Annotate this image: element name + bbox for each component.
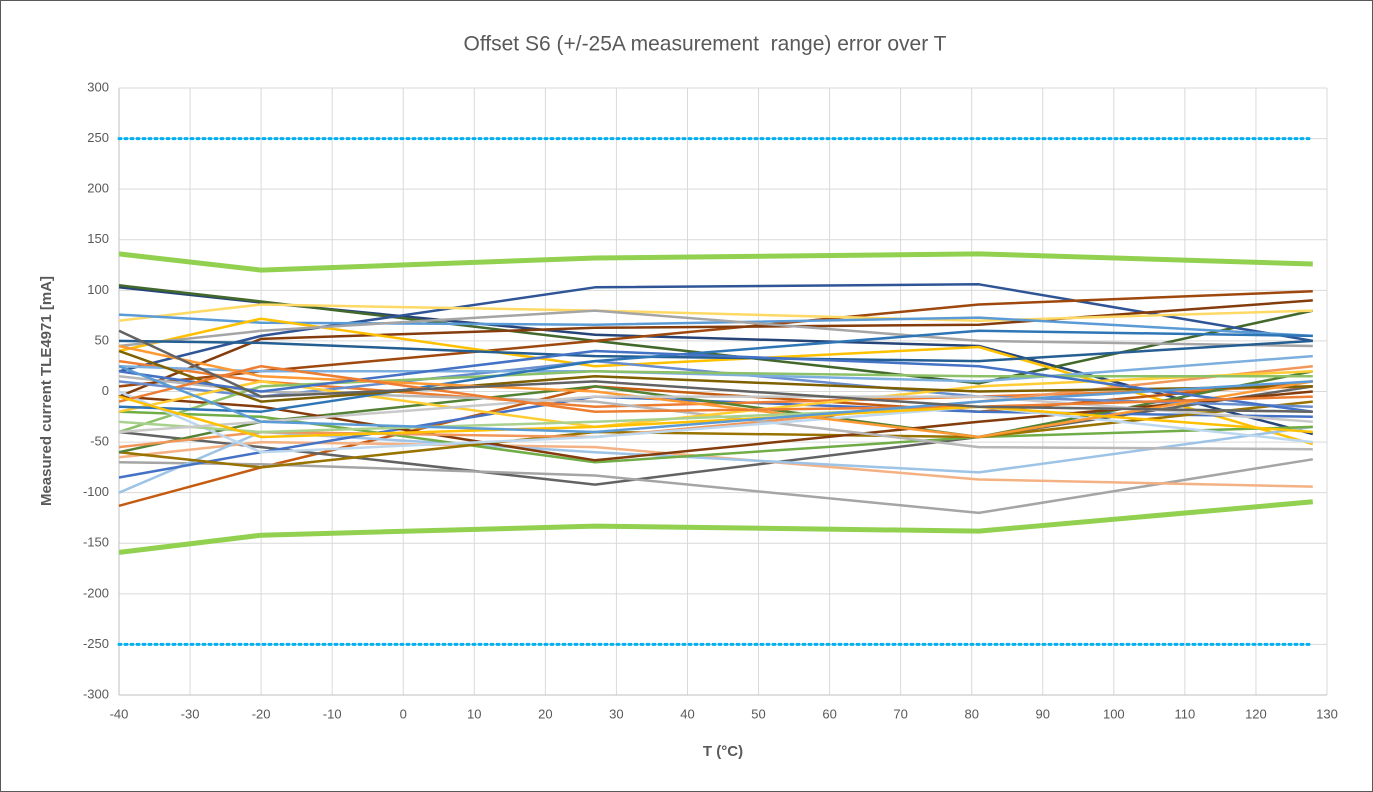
- x-tick-label: 70: [893, 706, 907, 721]
- y-tick-label: 250: [87, 130, 109, 145]
- y-tick-label: 100: [87, 282, 109, 297]
- y-tick-label: -300: [83, 686, 109, 701]
- series-line: [118, 440, 1313, 488]
- y-tick-label: 150: [87, 231, 109, 246]
- x-tick-label: 110: [1175, 706, 1196, 721]
- series-line: [118, 395, 1313, 434]
- x-tick-label: -40: [110, 706, 129, 721]
- series-line: [118, 395, 1313, 439]
- series-line: [118, 410, 1313, 464]
- x-tick-label: 10: [467, 706, 481, 721]
- x-tick-label: 30: [609, 706, 623, 721]
- x-tick-label: 60: [822, 706, 836, 721]
- y-tick-label: -50: [90, 434, 109, 449]
- x-tick-label: 80: [964, 706, 978, 721]
- series-line: [118, 364, 1313, 413]
- x-tick-label: -30: [181, 706, 200, 721]
- series-line: [118, 309, 1313, 348]
- series-line: [118, 499, 1314, 555]
- series-line: [118, 370, 1313, 434]
- series-line: [118, 349, 1313, 413]
- x-tick-label: 90: [1036, 706, 1050, 721]
- series-line: [118, 283, 1314, 373]
- series-line: [118, 339, 1313, 363]
- y-tick-label: 0: [102, 383, 109, 398]
- y-tick-label: 50: [95, 332, 109, 347]
- series-line: [118, 365, 1313, 434]
- x-tick-label: 120: [1245, 706, 1267, 721]
- y-tick-label: -100: [83, 484, 109, 499]
- x-tick-label: 0: [400, 706, 407, 721]
- x-tick-label: 20: [538, 706, 552, 721]
- series-line: [118, 425, 1313, 494]
- x-tick-label: 40: [680, 706, 694, 721]
- series-line: [118, 251, 1313, 273]
- x-tick-label: 50: [751, 706, 765, 721]
- x-tick-label: -20: [252, 706, 271, 721]
- series-line: [118, 290, 1313, 388]
- series-line: [118, 329, 1313, 413]
- y-tick-label: -200: [83, 585, 109, 600]
- series-line: [118, 458, 1313, 515]
- y-tick-label: -250: [83, 636, 109, 651]
- x-tick-label: 100: [1103, 706, 1125, 721]
- x-tick-label: 130: [1316, 706, 1338, 721]
- y-tick-label: -150: [83, 535, 109, 550]
- y-tick-label: 300: [87, 79, 109, 94]
- x-axis-title: T (°C): [703, 743, 743, 760]
- y-axis-title: Measured current TLE4971 [mA]: [38, 276, 55, 506]
- series-line: [118, 329, 1313, 413]
- series-line: [118, 385, 1313, 486]
- series-line: [118, 313, 1313, 338]
- series-line: [118, 344, 1314, 439]
- series-line: [118, 375, 1313, 451]
- series-line: [118, 317, 1314, 446]
- x-tick-label: -10: [323, 706, 342, 721]
- y-tick-label: 200: [87, 181, 109, 196]
- chart-title: Offset S6 (+/-25A measurement range) err…: [463, 33, 946, 56]
